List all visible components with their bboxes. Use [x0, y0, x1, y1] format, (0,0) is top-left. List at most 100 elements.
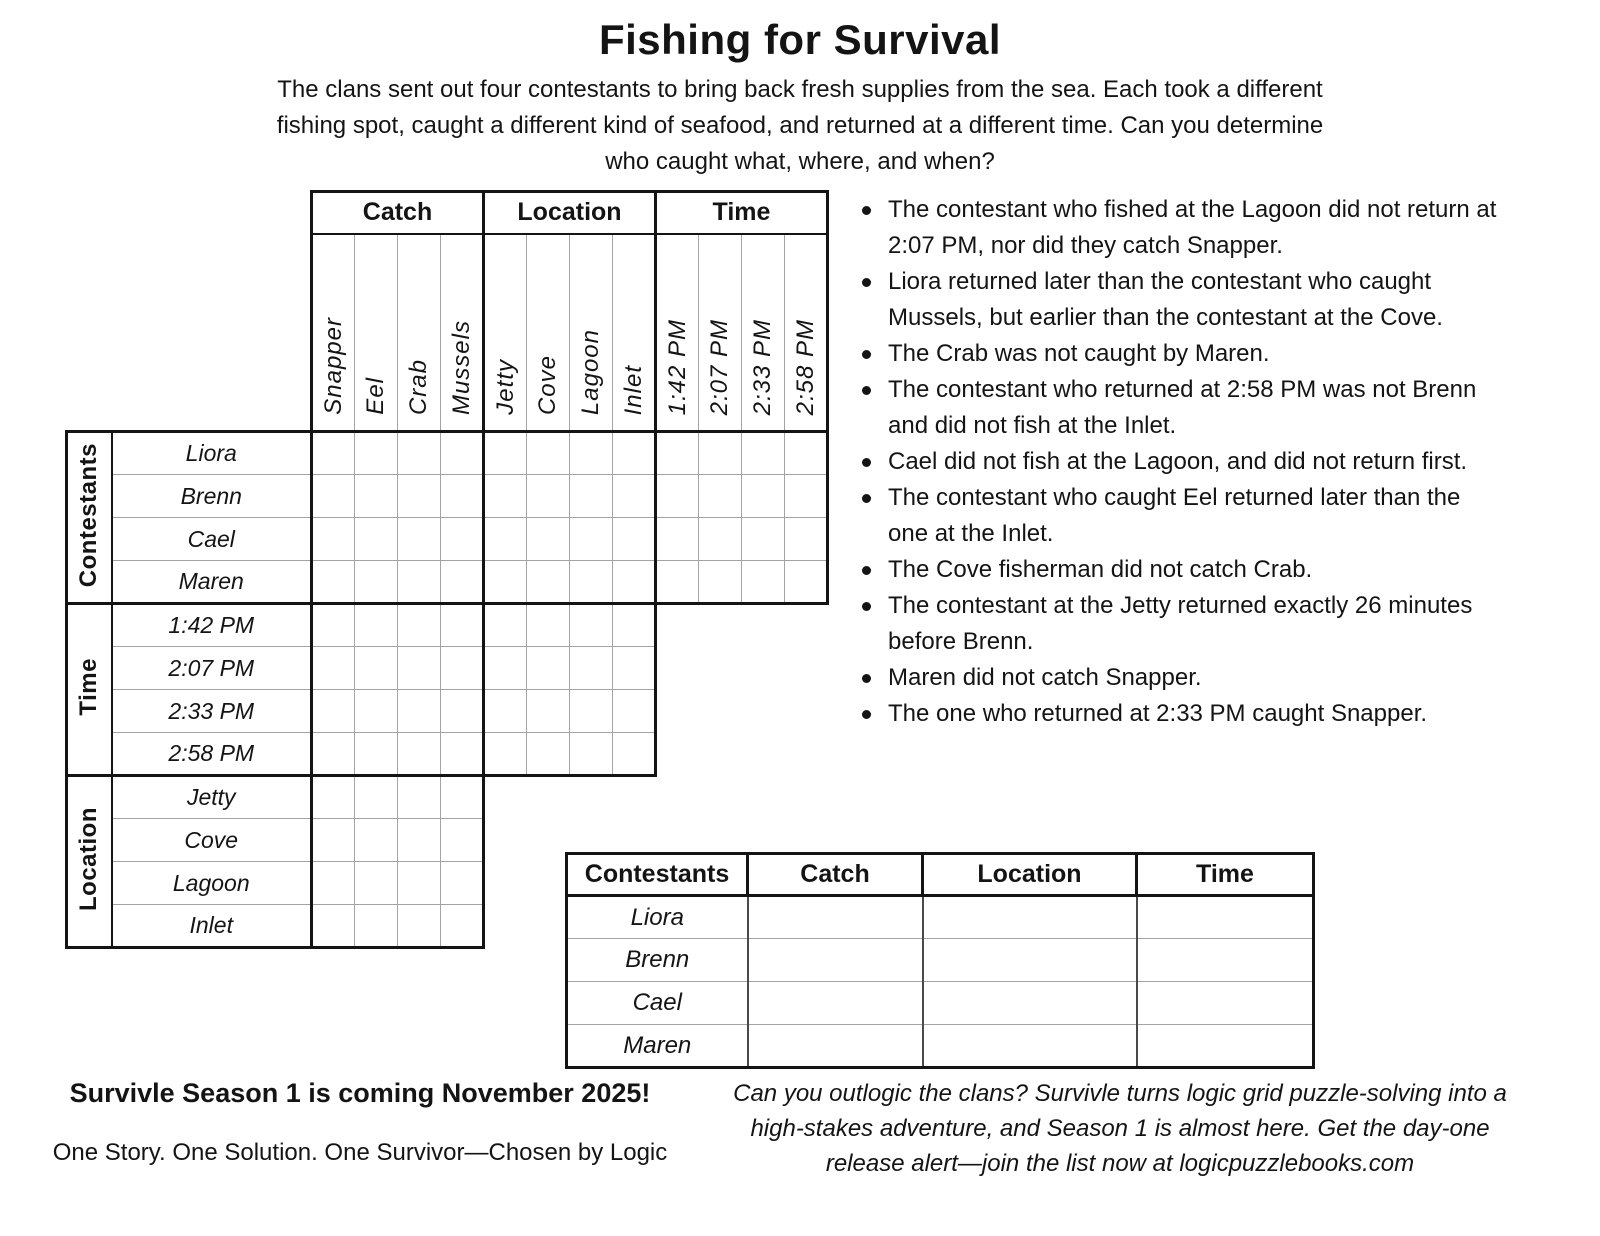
grid-cell[interactable]	[526, 732, 570, 777]
grid-cell[interactable]	[482, 689, 527, 733]
grid-cell[interactable]	[482, 431, 527, 475]
grid-cell[interactable]	[310, 904, 355, 949]
grid-cell[interactable]	[569, 732, 613, 777]
grid-cell[interactable]	[310, 646, 355, 690]
grid-cell[interactable]	[440, 560, 485, 605]
grid-cell[interactable]	[440, 603, 485, 647]
grid-cell[interactable]	[397, 775, 441, 819]
grid-cell[interactable]	[569, 517, 613, 561]
grid-cell[interactable]	[698, 560, 742, 605]
answer-cell[interactable]	[921, 938, 1138, 982]
grid-cell[interactable]	[310, 431, 355, 475]
grid-cell[interactable]	[612, 603, 657, 647]
answer-cell[interactable]	[921, 1024, 1138, 1069]
grid-cell[interactable]	[440, 431, 485, 475]
answer-cell[interactable]	[746, 895, 924, 939]
grid-cell[interactable]	[482, 560, 527, 605]
grid-cell[interactable]	[612, 689, 657, 733]
grid-cell[interactable]	[310, 517, 355, 561]
grid-cell[interactable]	[310, 818, 355, 862]
grid-cell[interactable]	[612, 474, 657, 518]
grid-cell[interactable]	[354, 861, 398, 905]
grid-cell[interactable]	[526, 646, 570, 690]
answer-cell[interactable]	[746, 1024, 924, 1069]
grid-cell[interactable]	[440, 775, 485, 819]
grid-cell[interactable]	[741, 474, 785, 518]
grid-cell[interactable]	[354, 775, 398, 819]
grid-cell[interactable]	[482, 517, 527, 561]
grid-cell[interactable]	[354, 517, 398, 561]
grid-cell[interactable]	[654, 474, 699, 518]
answer-cell[interactable]	[1135, 938, 1315, 982]
grid-cell[interactable]	[397, 603, 441, 647]
grid-cell[interactable]	[310, 861, 355, 905]
grid-cell[interactable]	[482, 603, 527, 647]
grid-cell[interactable]	[310, 474, 355, 518]
grid-cell[interactable]	[526, 603, 570, 647]
grid-cell[interactable]	[612, 517, 657, 561]
grid-cell[interactable]	[397, 689, 441, 733]
grid-cell[interactable]	[654, 431, 699, 475]
grid-cell[interactable]	[784, 431, 829, 475]
grid-cell[interactable]	[612, 560, 657, 605]
answer-cell[interactable]	[921, 981, 1138, 1025]
grid-cell[interactable]	[354, 689, 398, 733]
grid-cell[interactable]	[354, 732, 398, 777]
grid-cell[interactable]	[397, 474, 441, 518]
grid-cell[interactable]	[440, 732, 485, 777]
grid-cell[interactable]	[569, 431, 613, 475]
grid-cell[interactable]	[440, 904, 485, 949]
grid-cell[interactable]	[784, 474, 829, 518]
answer-cell[interactable]	[746, 938, 924, 982]
grid-cell[interactable]	[310, 603, 355, 647]
grid-cell[interactable]	[784, 560, 829, 605]
grid-cell[interactable]	[310, 775, 355, 819]
grid-cell[interactable]	[784, 517, 829, 561]
grid-cell[interactable]	[526, 474, 570, 518]
grid-cell[interactable]	[741, 431, 785, 475]
grid-cell[interactable]	[612, 431, 657, 475]
grid-cell[interactable]	[440, 646, 485, 690]
grid-cell[interactable]	[310, 732, 355, 777]
grid-cell[interactable]	[482, 646, 527, 690]
grid-cell[interactable]	[569, 560, 613, 605]
grid-cell[interactable]	[354, 646, 398, 690]
grid-cell[interactable]	[482, 474, 527, 518]
grid-cell[interactable]	[526, 431, 570, 475]
grid-cell[interactable]	[698, 474, 742, 518]
grid-cell[interactable]	[526, 560, 570, 605]
grid-cell[interactable]	[397, 818, 441, 862]
grid-cell[interactable]	[397, 646, 441, 690]
grid-cell[interactable]	[440, 861, 485, 905]
grid-cell[interactable]	[310, 689, 355, 733]
grid-cell[interactable]	[654, 560, 699, 605]
grid-cell[interactable]	[354, 431, 398, 475]
grid-cell[interactable]	[612, 646, 657, 690]
grid-cell[interactable]	[612, 732, 657, 777]
grid-cell[interactable]	[310, 560, 355, 605]
grid-cell[interactable]	[569, 474, 613, 518]
grid-cell[interactable]	[440, 517, 485, 561]
answer-cell[interactable]	[746, 981, 924, 1025]
grid-cell[interactable]	[569, 646, 613, 690]
grid-cell[interactable]	[526, 517, 570, 561]
answer-cell[interactable]	[921, 895, 1138, 939]
grid-cell[interactable]	[397, 861, 441, 905]
grid-cell[interactable]	[569, 603, 613, 647]
grid-cell[interactable]	[482, 732, 527, 777]
grid-cell[interactable]	[698, 517, 742, 561]
grid-cell[interactable]	[741, 517, 785, 561]
answer-cell[interactable]	[1135, 981, 1315, 1025]
grid-cell[interactable]	[354, 560, 398, 605]
grid-cell[interactable]	[354, 904, 398, 949]
grid-cell[interactable]	[526, 689, 570, 733]
grid-cell[interactable]	[397, 732, 441, 777]
grid-cell[interactable]	[440, 474, 485, 518]
grid-cell[interactable]	[354, 474, 398, 518]
grid-cell[interactable]	[440, 818, 485, 862]
answer-cell[interactable]	[1135, 1024, 1315, 1069]
grid-cell[interactable]	[654, 517, 699, 561]
grid-cell[interactable]	[354, 818, 398, 862]
answer-cell[interactable]	[1135, 895, 1315, 939]
grid-cell[interactable]	[440, 689, 485, 733]
